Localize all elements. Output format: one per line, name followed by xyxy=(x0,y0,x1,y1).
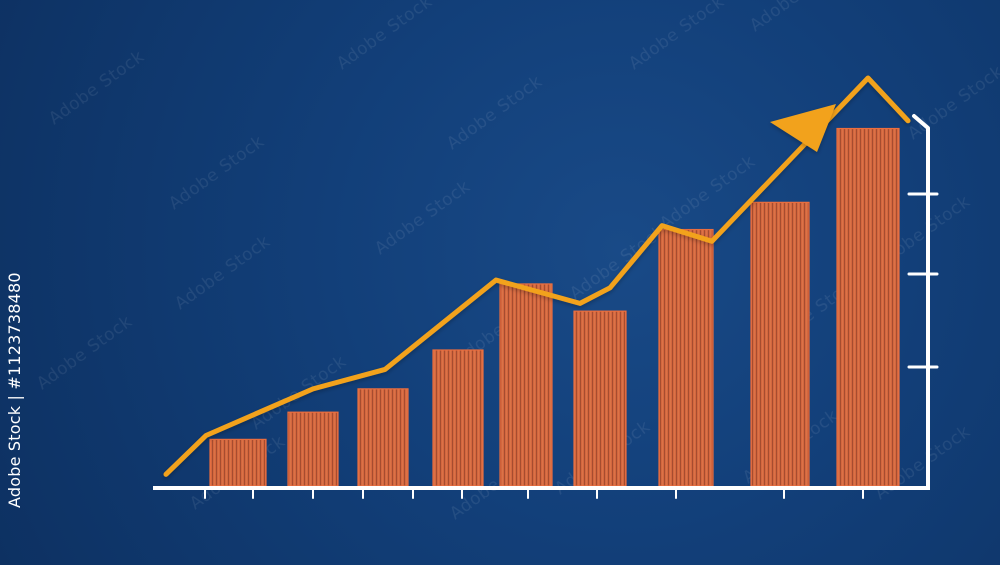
bar-4 xyxy=(432,349,484,487)
watermark-text: Adobe Stock xyxy=(656,152,759,234)
watermark-text: Adobe Stock xyxy=(371,177,474,259)
watermark-text: Adobe Stock xyxy=(171,232,274,314)
bar-1 xyxy=(209,438,267,487)
watermark-text: Adobe Stock xyxy=(625,0,728,74)
watermark-text: Adobe Stock xyxy=(45,47,148,129)
bar-7 xyxy=(658,228,714,487)
bar-6 xyxy=(573,310,627,487)
bar-3 xyxy=(357,388,409,487)
watermark-text: Adobe Stock xyxy=(333,0,436,74)
watermark-text: Adobe Stock xyxy=(443,72,546,154)
axis-group xyxy=(153,114,939,499)
trend-line xyxy=(163,75,911,477)
bar-8 xyxy=(750,201,810,487)
trend-arrowhead xyxy=(770,104,836,152)
watermark-text: Adobe Stock xyxy=(165,132,268,214)
watermark-id-text: Adobe Stock | #1123738480 xyxy=(5,272,24,508)
bar-5 xyxy=(499,283,553,487)
watermark-text: Adobe Stock xyxy=(904,62,1000,144)
bar-9 xyxy=(836,127,900,487)
y-axis-line xyxy=(912,114,930,490)
bars-group xyxy=(209,127,900,487)
watermark-text: Adobe Stock xyxy=(746,0,849,36)
trend-line-group xyxy=(163,75,911,477)
watermark-text: Adobe Stock xyxy=(33,312,136,394)
bar-2 xyxy=(287,411,339,487)
